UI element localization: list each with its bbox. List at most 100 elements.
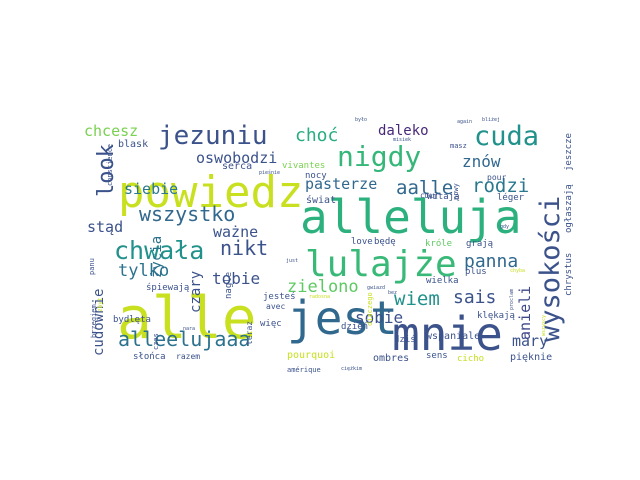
- word: chcesz: [84, 122, 138, 140]
- word: świat: [306, 194, 336, 206]
- word: bydlęta: [113, 315, 151, 325]
- word: wielka: [426, 276, 459, 286]
- word: cicho: [457, 354, 484, 364]
- word: brzegiem: [90, 304, 98, 338]
- word: serca: [222, 161, 252, 172]
- word: plus: [465, 267, 487, 277]
- word: wiem: [394, 288, 440, 310]
- word: love: [351, 237, 373, 247]
- word: masz: [450, 142, 467, 150]
- word: nocy: [305, 171, 327, 181]
- word: amérique: [287, 366, 321, 374]
- word: conscience: [106, 144, 114, 186]
- word: alleluja: [300, 190, 522, 244]
- word: vivantes: [282, 161, 325, 171]
- word: siebie: [124, 180, 178, 198]
- word: wszystko: [139, 202, 235, 226]
- word: pieśnie: [259, 169, 280, 176]
- word: alleelujaaa: [118, 327, 250, 351]
- word: razem: [176, 352, 200, 361]
- word: wysokości: [535, 196, 566, 342]
- word: just: [286, 258, 298, 264]
- word: czary: [188, 271, 204, 313]
- word: jezuniu: [158, 121, 268, 151]
- word: ombres: [373, 353, 409, 364]
- word: panna: [464, 251, 518, 272]
- word: witają: [427, 192, 460, 202]
- word: panu: [88, 258, 96, 275]
- word: sens: [426, 351, 448, 361]
- word: pour: [487, 173, 506, 182]
- word: rodzi: [472, 175, 529, 197]
- word: nara: [183, 326, 195, 332]
- word: sobie: [355, 308, 403, 327]
- word: stąd: [87, 218, 123, 236]
- word: jest: [287, 291, 398, 345]
- word: bliżej: [482, 117, 500, 123]
- word: pasterze: [305, 175, 377, 193]
- word: cudownie: [91, 289, 107, 356]
- word: radosna: [309, 294, 330, 300]
- word: zbyt: [97, 297, 104, 312]
- word: nowy: [452, 183, 460, 200]
- word: ciężkim: [341, 366, 362, 372]
- word: alle: [117, 284, 257, 352]
- word: nigdy: [337, 140, 421, 173]
- word: daleko: [378, 123, 429, 139]
- word: dzień: [341, 322, 368, 332]
- word: ogłaszają: [564, 184, 574, 233]
- word: anieli: [516, 286, 534, 340]
- word: było: [355, 117, 367, 123]
- word: dziś: [394, 334, 416, 345]
- word: zielono: [287, 277, 359, 297]
- word: gdy: [500, 224, 509, 230]
- word: pięknie: [510, 352, 552, 363]
- word: chyba: [510, 268, 525, 274]
- word: léger: [497, 192, 525, 203]
- word: mary: [512, 332, 548, 350]
- word: życia: [149, 236, 165, 278]
- word: czas: [152, 333, 160, 350]
- word: bez: [388, 290, 397, 296]
- word: choć: [295, 125, 338, 146]
- word: tylko: [118, 261, 169, 281]
- word: jeszcze: [564, 133, 574, 171]
- word: pourquoi: [287, 350, 335, 361]
- word: aalle: [396, 177, 453, 199]
- word: cuda: [474, 121, 539, 152]
- word: oswobodzi: [196, 149, 277, 167]
- word: powiedz: [118, 167, 303, 218]
- word: śpiewają: [146, 282, 189, 293]
- word: proclam: [509, 289, 515, 310]
- word: misiek: [393, 137, 411, 143]
- word: słońca: [133, 352, 166, 362]
- word: znów: [462, 152, 501, 171]
- word: avec: [266, 302, 285, 311]
- word: nagle: [224, 272, 234, 299]
- word: jesteś: [263, 291, 296, 302]
- word: mnie: [392, 307, 503, 361]
- word: króle: [425, 238, 452, 249]
- word: będę: [374, 237, 396, 247]
- word: klękają: [477, 311, 515, 321]
- word: again: [457, 119, 472, 125]
- word: sais: [453, 287, 496, 308]
- word: chrystus: [564, 253, 574, 296]
- word: lulajże: [305, 244, 457, 285]
- word: gwiazd: [367, 285, 385, 291]
- word: look: [94, 144, 119, 197]
- word: grają: [466, 239, 493, 249]
- word: wspaniale: [426, 331, 480, 342]
- word: cœur: [420, 191, 439, 200]
- word: ważne: [213, 223, 258, 241]
- word: blask: [118, 139, 148, 150]
- word: nikt: [220, 236, 268, 260]
- word: tobie: [212, 269, 260, 288]
- word: chwała: [114, 236, 204, 265]
- word: teraz: [245, 321, 254, 345]
- word: więc: [260, 319, 282, 329]
- word: wszyscy: [541, 315, 547, 336]
- word: diaczego: [366, 292, 374, 326]
